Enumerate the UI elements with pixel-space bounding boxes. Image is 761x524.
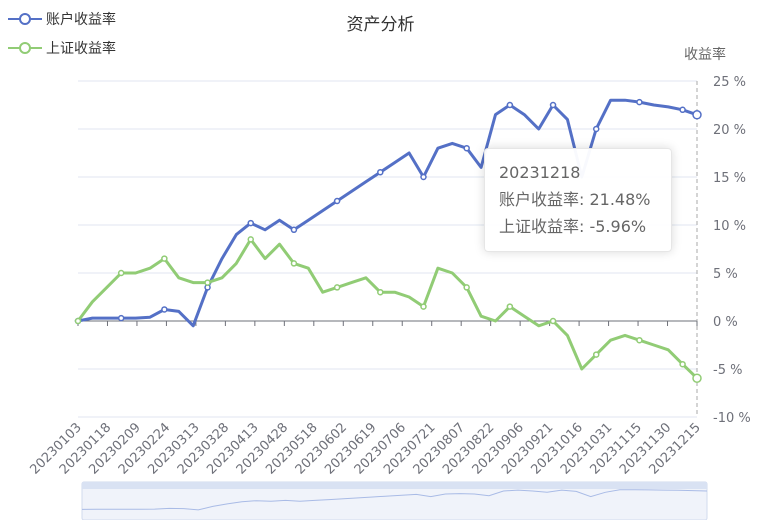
data-point	[74, 317, 82, 325]
legend-marker-icon	[8, 39, 42, 57]
data-point	[506, 303, 514, 310]
y-tick-label: 20 %	[713, 123, 746, 138]
data-point	[506, 101, 514, 109]
data-point	[333, 197, 341, 205]
data-zoom-handle-bar	[82, 482, 707, 489]
data-point	[420, 173, 427, 181]
chart-title: 资产分析	[346, 15, 415, 35]
data-point	[161, 255, 168, 262]
series-line-2	[76, 237, 699, 380]
data-point	[290, 260, 298, 267]
data-zoom-preview-line	[81, 489, 708, 511]
series-line-1	[77, 98, 698, 328]
data-point	[117, 314, 125, 322]
y-tick-label: 0 %	[713, 315, 738, 330]
data-point	[117, 269, 125, 277]
y-tick-label: 5 %	[713, 267, 738, 282]
legend-label: 账户收益率	[46, 12, 116, 28]
data-point	[204, 279, 211, 286]
y-axis-name: 收益率	[684, 47, 726, 63]
y-tick-label: 25 %	[713, 75, 746, 90]
legend-label: 上证收益率	[46, 41, 116, 57]
tooltip-date: 20231218	[499, 163, 581, 182]
data-point	[692, 110, 702, 120]
data-point	[420, 303, 427, 310]
data-point	[247, 219, 254, 227]
data-point	[377, 168, 384, 176]
data-point	[549, 317, 557, 325]
data-point	[247, 236, 254, 243]
data-point	[377, 288, 384, 296]
data-point	[636, 98, 643, 106]
y-tick-label: -10 %	[713, 411, 751, 426]
data-point	[592, 125, 600, 133]
data-point	[549, 101, 557, 109]
legend-item-account-return[interactable]: 账户收益率	[8, 10, 116, 28]
legend-marker-icon	[8, 10, 42, 28]
y-tick-label: 10 %	[713, 219, 746, 234]
data-point	[463, 144, 470, 152]
data-point	[636, 336, 643, 344]
data-point	[679, 360, 686, 368]
y-tick-label: -5 %	[713, 363, 742, 378]
data-point	[692, 373, 702, 383]
tooltip-account-line: 账户收益率: 21.48%	[499, 190, 651, 209]
tooltip-sse-line: 上证收益率: -5.96%	[499, 217, 647, 236]
y-tick-label: 15 %	[713, 171, 746, 186]
data-point	[592, 351, 600, 358]
data-point	[290, 226, 298, 234]
data-point	[161, 306, 168, 313]
data-point	[463, 284, 470, 291]
legend-item-sse-return[interactable]: 上证收益率	[8, 39, 116, 57]
data-point	[333, 284, 341, 291]
data-point	[679, 106, 686, 114]
tooltip: 20231218 账户收益率: 21.48% 上证收益率: -5.96%	[484, 148, 672, 252]
